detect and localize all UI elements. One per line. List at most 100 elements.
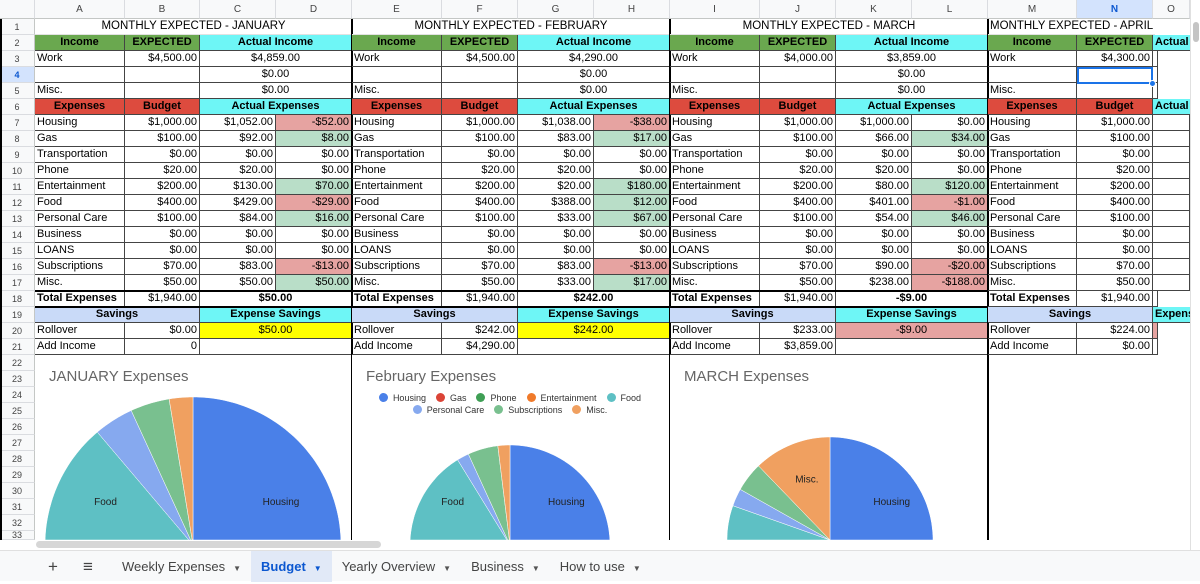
expense-budget[interactable]: $70.00: [442, 259, 518, 275]
column-header-M[interactable]: M: [988, 0, 1077, 19]
column-header-A[interactable]: A: [35, 0, 125, 19]
row-header-32[interactable]: 32: [0, 515, 35, 531]
expense-budget[interactable]: $0.00: [442, 243, 518, 259]
expense-actual[interactable]: $0.00: [836, 147, 912, 163]
expense-difference[interactable]: -$29.00: [276, 195, 352, 211]
rollover-value[interactable]: $233.00: [760, 323, 836, 339]
expense-budget[interactable]: $100.00: [1077, 211, 1153, 227]
expected-header[interactable]: EXPECTED: [1077, 35, 1153, 51]
budget-header[interactable]: Budget: [1077, 99, 1153, 115]
dropdown-arrow-icon[interactable]: ▼: [443, 564, 452, 573]
total-difference[interactable]: [1153, 291, 1158, 307]
expense-actual[interactable]: $20.00: [836, 163, 912, 179]
expense-category[interactable]: Food: [988, 195, 1077, 211]
expense-budget[interactable]: $70.00: [125, 259, 200, 275]
expense-budget[interactable]: $100.00: [760, 131, 836, 147]
expense-difference[interactable]: $120.00: [912, 179, 988, 195]
savings-header[interactable]: Savings: [988, 307, 1153, 323]
pie-slice-personal-care[interactable]: [732, 489, 831, 540]
row-header-21[interactable]: 21: [0, 339, 35, 355]
expense-difference[interactable]: $0.00: [912, 163, 988, 179]
add-income-spacer[interactable]: [518, 339, 670, 355]
select-all-corner[interactable]: [0, 0, 35, 19]
add-income-value[interactable]: $3,859.00: [760, 339, 836, 355]
column-header-E[interactable]: E: [352, 0, 442, 19]
expense-category[interactable]: Personal Care: [988, 211, 1077, 227]
pie-chart-march[interactable]: MARCH Expenses HousingFoodMisc.: [670, 355, 986, 540]
expense-budget[interactable]: $50.00: [760, 275, 836, 291]
row-header-25[interactable]: 25: [0, 403, 35, 419]
income-label[interactable]: Work: [988, 51, 1077, 67]
row-header-29[interactable]: 29: [0, 467, 35, 483]
row-header-11[interactable]: 11: [0, 179, 35, 195]
legend-item[interactable]: Gas: [435, 392, 466, 404]
expense-actual[interactable]: $0.00: [518, 227, 594, 243]
expense-savings-value[interactable]: -$9.00: [836, 323, 988, 339]
expense-difference[interactable]: $0.00: [594, 227, 670, 243]
month-title[interactable]: MONTHLY EXPECTED - APRIL: [988, 19, 1156, 35]
expense-category[interactable]: Transportation: [988, 147, 1077, 163]
expense-actual[interactable]: $0.00: [518, 243, 594, 259]
income-expected[interactable]: [442, 67, 518, 83]
column-header-L[interactable]: L: [912, 0, 988, 19]
savings-header[interactable]: Savings: [670, 307, 836, 323]
column-header-H[interactable]: H: [594, 0, 670, 19]
income-actual[interactable]: [1153, 83, 1158, 99]
actual-expenses-header[interactable]: Actual Expenses: [200, 99, 352, 115]
row-header-12[interactable]: 12: [0, 195, 35, 211]
row-header-20[interactable]: 20: [0, 323, 35, 339]
expense-actual[interactable]: [1153, 195, 1190, 211]
expense-budget[interactable]: $0.00: [760, 227, 836, 243]
expense-savings-header[interactable]: Expense Savings: [518, 307, 670, 323]
expense-savings-value[interactable]: [1153, 323, 1158, 339]
legend-item[interactable]: Misc.: [572, 404, 607, 416]
expense-category[interactable]: LOANS: [35, 243, 125, 259]
expense-category[interactable]: Personal Care: [352, 211, 442, 227]
expense-difference[interactable]: $12.00: [594, 195, 670, 211]
expenses-header[interactable]: Expenses: [35, 99, 125, 115]
expense-difference[interactable]: $0.00: [276, 227, 352, 243]
expense-actual[interactable]: $84.00: [200, 211, 276, 227]
income-actual[interactable]: $4,290.00: [518, 51, 670, 67]
expense-budget[interactable]: $0.00: [125, 147, 200, 163]
expense-difference[interactable]: $0.00: [594, 243, 670, 259]
expense-budget[interactable]: $70.00: [760, 259, 836, 275]
row-header-18[interactable]: 18: [0, 291, 35, 307]
expense-category[interactable]: Transportation: [352, 147, 442, 163]
expense-budget[interactable]: $0.00: [125, 227, 200, 243]
expense-budget[interactable]: $400.00: [1077, 195, 1153, 211]
expense-budget[interactable]: $0.00: [442, 147, 518, 163]
income-label[interactable]: Misc.: [352, 83, 442, 99]
legend-item[interactable]: Housing: [378, 392, 426, 404]
expense-budget[interactable]: $100.00: [125, 131, 200, 147]
expense-difference[interactable]: $180.00: [594, 179, 670, 195]
legend-item[interactable]: Personal Care: [412, 404, 484, 416]
income-actual[interactable]: $0.00: [836, 67, 988, 83]
income-header[interactable]: Income: [670, 35, 760, 51]
expense-difference[interactable]: $50.00: [276, 275, 352, 291]
expense-category[interactable]: Business: [670, 227, 760, 243]
column-header-J[interactable]: J: [760, 0, 836, 19]
expense-category[interactable]: Misc.: [352, 275, 442, 291]
row-header-8[interactable]: 8: [0, 131, 35, 147]
income-actual[interactable]: $4,859.00: [200, 51, 352, 67]
rollover-value[interactable]: $0.00: [125, 323, 200, 339]
total-budget[interactable]: $1,940.00: [442, 291, 518, 307]
expense-budget[interactable]: $1,000.00: [760, 115, 836, 131]
expense-category[interactable]: Gas: [352, 131, 442, 147]
expense-difference[interactable]: -$13.00: [276, 259, 352, 275]
expenses-header[interactable]: Expenses: [988, 99, 1077, 115]
expense-difference[interactable]: $8.00: [276, 131, 352, 147]
total-expenses-label[interactable]: Total Expenses: [988, 291, 1077, 307]
actual-income-header[interactable]: Actual Income: [1153, 35, 1190, 51]
expense-difference[interactable]: $0.00: [912, 115, 988, 131]
expense-actual[interactable]: $20.00: [518, 163, 594, 179]
income-expected[interactable]: [1077, 83, 1153, 99]
income-actual[interactable]: $0.00: [518, 67, 670, 83]
expense-actual[interactable]: $0.00: [836, 227, 912, 243]
expense-actual[interactable]: [1153, 115, 1190, 131]
total-budget[interactable]: $1,940.00: [125, 291, 200, 307]
column-header-O[interactable]: O: [1153, 0, 1190, 19]
add-income-spacer[interactable]: [200, 339, 352, 355]
row-header-6[interactable]: 6: [0, 99, 35, 115]
